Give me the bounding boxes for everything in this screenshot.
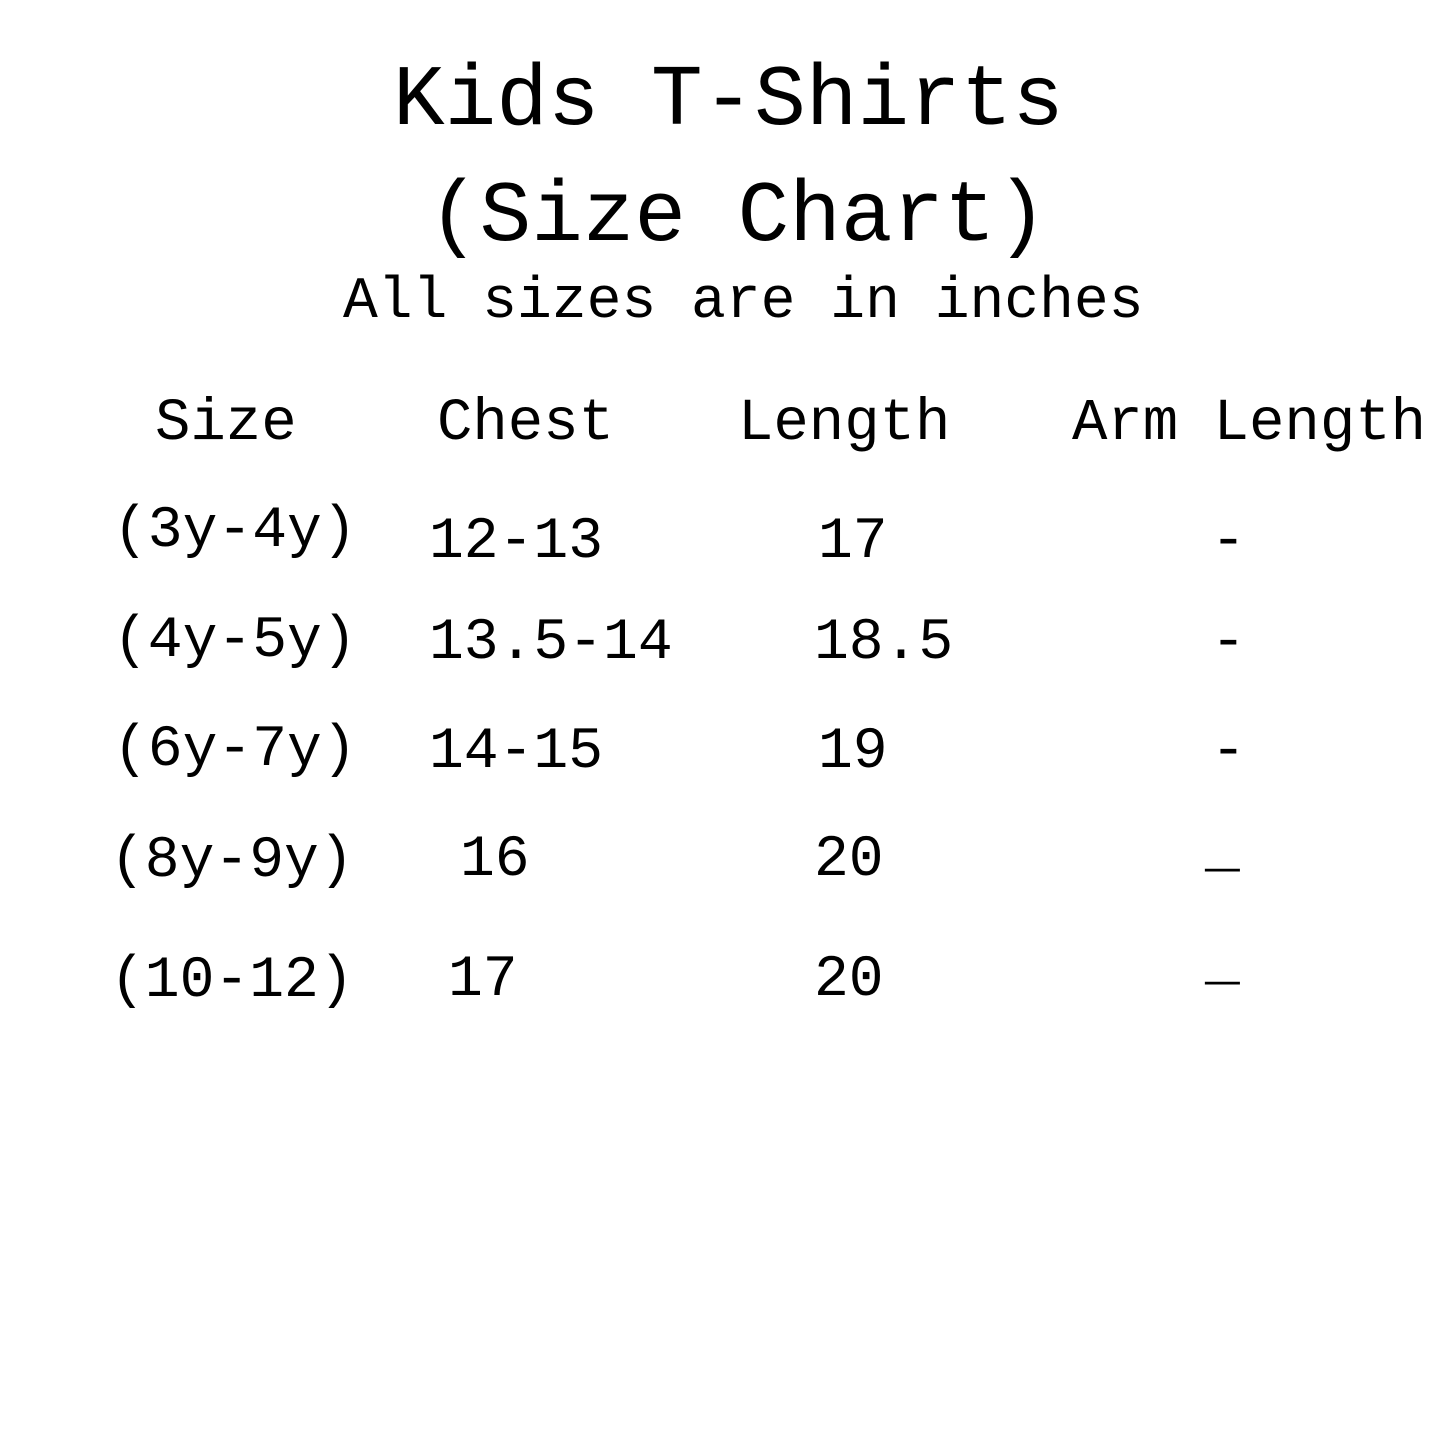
table-cell-length: 20: [814, 828, 884, 893]
table-cell-chest: 17: [448, 948, 518, 1013]
table-cell-arm-length: -: [1211, 611, 1246, 676]
column-header-length: Length: [738, 390, 951, 457]
table-cell-length: 20: [814, 948, 884, 1013]
table-cell-chest: 16: [460, 828, 530, 893]
table-cell-size: (4y-5y): [113, 609, 357, 674]
page-title: Kids T-Shirts: [393, 52, 1064, 150]
column-header-size: Size: [155, 390, 297, 457]
units-note: All sizes are in inches: [343, 270, 1144, 335]
table-cell-size: (8y-9y): [110, 829, 354, 894]
table-cell-arm-length: _: [1205, 818, 1240, 883]
column-header-chest: Chest: [437, 390, 615, 457]
column-header-arm-length: Arm Length: [1072, 390, 1427, 457]
table-cell-chest: 14-15: [429, 720, 604, 785]
table-cell-arm-length: -: [1211, 720, 1246, 785]
table-cell-length: 18.5: [814, 611, 954, 676]
table-cell-chest: 13.5-14: [429, 611, 673, 676]
table-cell-size: (10-12): [110, 949, 354, 1014]
table-cell-size: (3y-4y): [113, 499, 357, 564]
table-cell-arm-length: -: [1211, 510, 1246, 575]
table-cell-length: 17: [818, 510, 888, 575]
table-cell-size: (6y-7y): [113, 718, 357, 783]
table-cell-arm-length: _: [1205, 931, 1240, 996]
table-cell-chest: 12-13: [429, 510, 604, 575]
table-cell-length: 19: [818, 720, 888, 785]
page-subtitle: (Size Chart): [428, 168, 1048, 266]
